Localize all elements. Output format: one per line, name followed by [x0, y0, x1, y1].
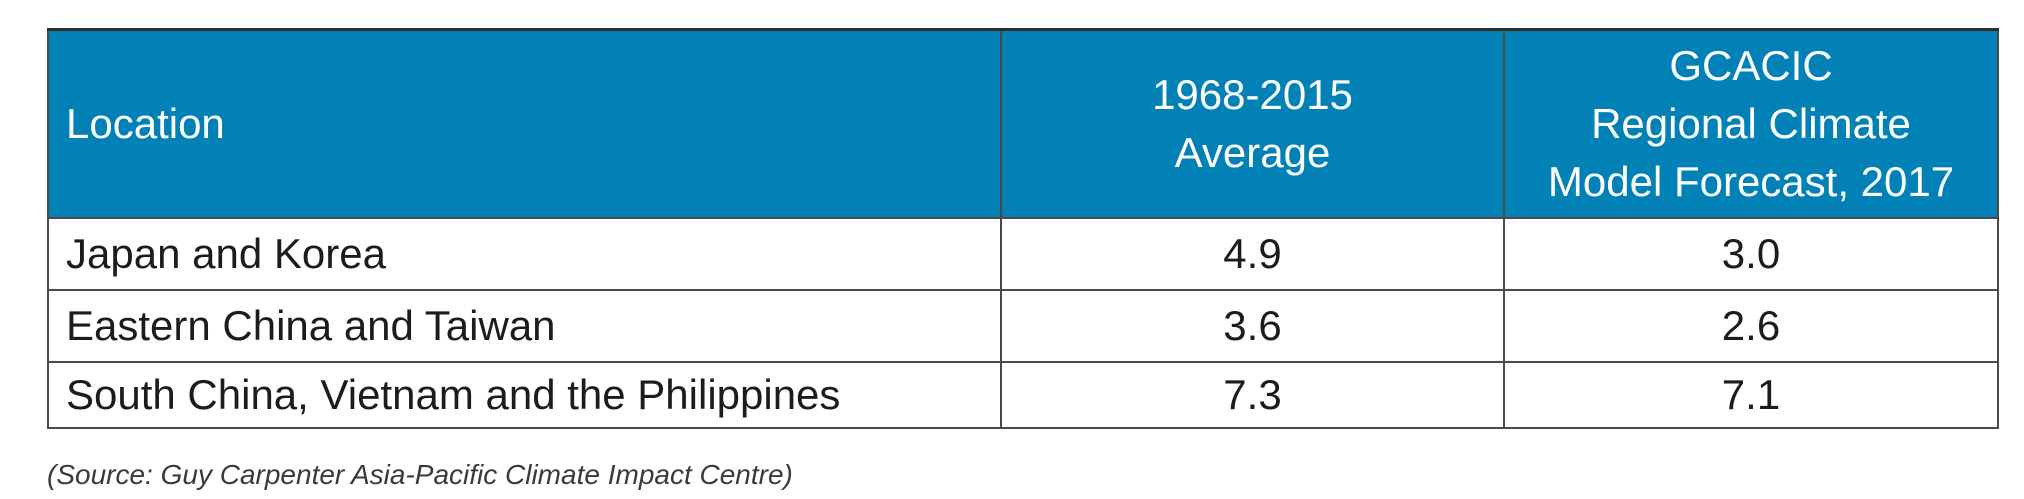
- header-row: Location 1968-2015 Average GCACIC Region…: [47, 28, 1999, 219]
- row-location: South China, Vietnam and the Philippines: [47, 361, 1002, 429]
- climate-forecast-table: Location 1968-2015 Average GCACIC Region…: [47, 28, 1999, 429]
- row-average: 3.6: [1000, 289, 1505, 363]
- table-header: Location 1968-2015 Average GCACIC Region…: [47, 28, 1999, 219]
- header-forecast-line1: GCACIC: [1669, 42, 1833, 89]
- row-forecast: 7.1: [1503, 361, 1999, 429]
- table-body: Japan and Korea 4.9 3.0 Eastern China an…: [47, 217, 1999, 429]
- header-average-line1: 1968-2015: [1152, 71, 1353, 118]
- header-forecast: GCACIC Regional Climate Model Forecast, …: [1503, 28, 1999, 219]
- source-note: (Source: Guy Carpenter Asia-Pacific Clim…: [47, 459, 793, 490]
- header-forecast-line3: Model Forecast, 2017: [1547, 158, 1955, 205]
- table-row: Eastern China and Taiwan 3.6 2.6: [47, 289, 1999, 363]
- row-location: Eastern China and Taiwan: [47, 289, 1002, 363]
- row-forecast: 2.6: [1503, 289, 1999, 363]
- data-table-container: Location 1968-2015 Average GCACIC Region…: [47, 28, 1999, 429]
- header-average: 1968-2015 Average: [1000, 28, 1505, 219]
- header-location-label: Location: [66, 100, 225, 147]
- header-forecast-line2: Regional Climate: [1591, 100, 1911, 147]
- row-average: 4.9: [1000, 217, 1505, 291]
- table-row: South China, Vietnam and the Philippines…: [47, 361, 1999, 429]
- row-forecast: 3.0: [1503, 217, 1999, 291]
- header-location: Location: [47, 28, 1002, 219]
- header-average-line2: Average: [1174, 129, 1331, 176]
- row-location: Japan and Korea: [47, 217, 1002, 291]
- table-row: Japan and Korea 4.9 3.0: [47, 217, 1999, 291]
- row-average: 7.3: [1000, 361, 1505, 429]
